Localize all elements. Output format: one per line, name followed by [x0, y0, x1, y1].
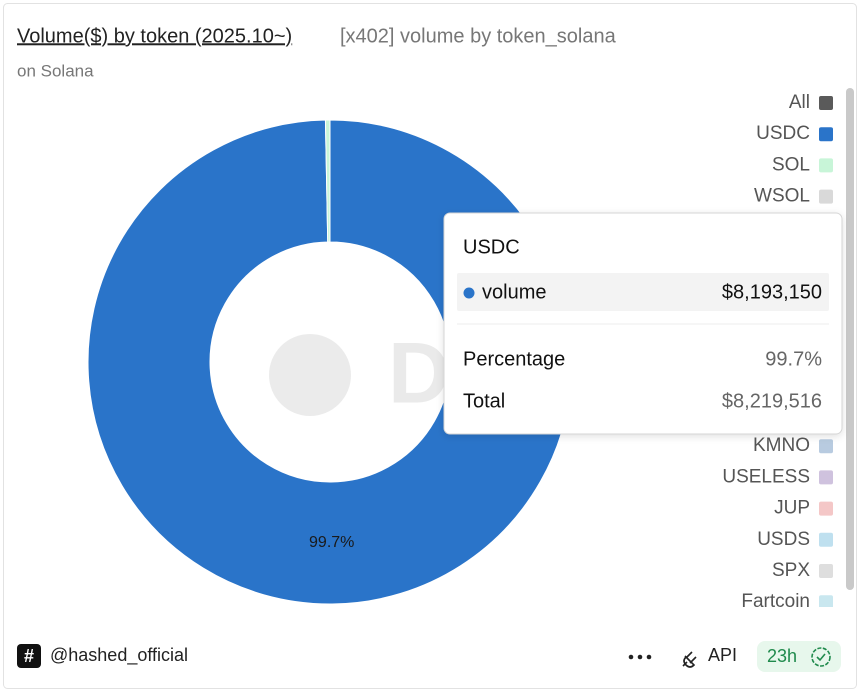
query-name: [x402] volume by token_solana — [340, 25, 617, 47]
more-menu[interactable] — [628, 654, 652, 660]
legend-label[interactable]: JUP — [774, 498, 810, 519]
legend-swatch — [819, 470, 833, 485]
tooltip-percentage: 99.7% — [765, 348, 822, 370]
tooltip-total-label: Total — [463, 390, 505, 412]
legend-swatch — [819, 439, 833, 454]
author-icon-glyph: # — [24, 646, 34, 666]
legend-swatch — [819, 595, 833, 607]
tooltip: USDC volume $8,193,150 Percentage 99.7% … — [443, 212, 843, 435]
legend-swatch — [819, 501, 833, 516]
legend-label[interactable]: SPX — [772, 560, 810, 581]
legend-swatch — [819, 127, 833, 142]
legend-label[interactable]: WSOL — [754, 186, 810, 207]
api-button[interactable]: API — [708, 645, 737, 665]
legend-label[interactable]: SOL — [772, 154, 810, 175]
tooltip-percentage-label: Percentage — [463, 348, 565, 370]
legend-label[interactable]: KMNO — [753, 435, 810, 456]
verified-check — [816, 653, 826, 662]
scrollbar[interactable] — [846, 88, 854, 590]
data-label: 99.7% — [309, 534, 354, 551]
author-icon — [17, 644, 41, 668]
legend-all[interactable]: All — [789, 92, 810, 113]
tooltip-value: $8,193,150 — [722, 281, 822, 303]
tooltip-series: volume — [482, 281, 546, 303]
age: 23h — [767, 646, 797, 666]
legend-swatch — [819, 158, 833, 173]
legend-label[interactable]: Fartcoin — [741, 591, 810, 612]
slice — [324, 119, 331, 243]
tooltip-title: USDC — [463, 236, 520, 258]
legend-swatch — [819, 189, 833, 204]
verified-icon — [811, 647, 831, 667]
author[interactable]: @hashed_official — [50, 645, 188, 666]
legend-label[interactable]: USDS — [757, 529, 810, 550]
legend-label[interactable]: USDC — [756, 123, 810, 144]
api-icon — [682, 651, 697, 668]
chart-title[interactable]: Volume($) by token (2025.10~) — [17, 25, 292, 47]
watermark: D — [269, 326, 450, 422]
legend-swatch — [819, 564, 833, 578]
footer: # @hashed_official API 23h — [17, 641, 841, 672]
legend: USDC SOL WSOL KMNO USELESS JUP USDS SPX Fartcoin — [722, 123, 833, 612]
tooltip-total: $8,219,516 — [722, 390, 822, 412]
svg-text:D: D — [388, 326, 450, 422]
legend-swatch — [819, 96, 833, 110]
legend-swatch — [819, 532, 833, 547]
subtitle: on Solana — [17, 61, 94, 80]
legend-label[interactable]: USELESS — [722, 466, 810, 487]
